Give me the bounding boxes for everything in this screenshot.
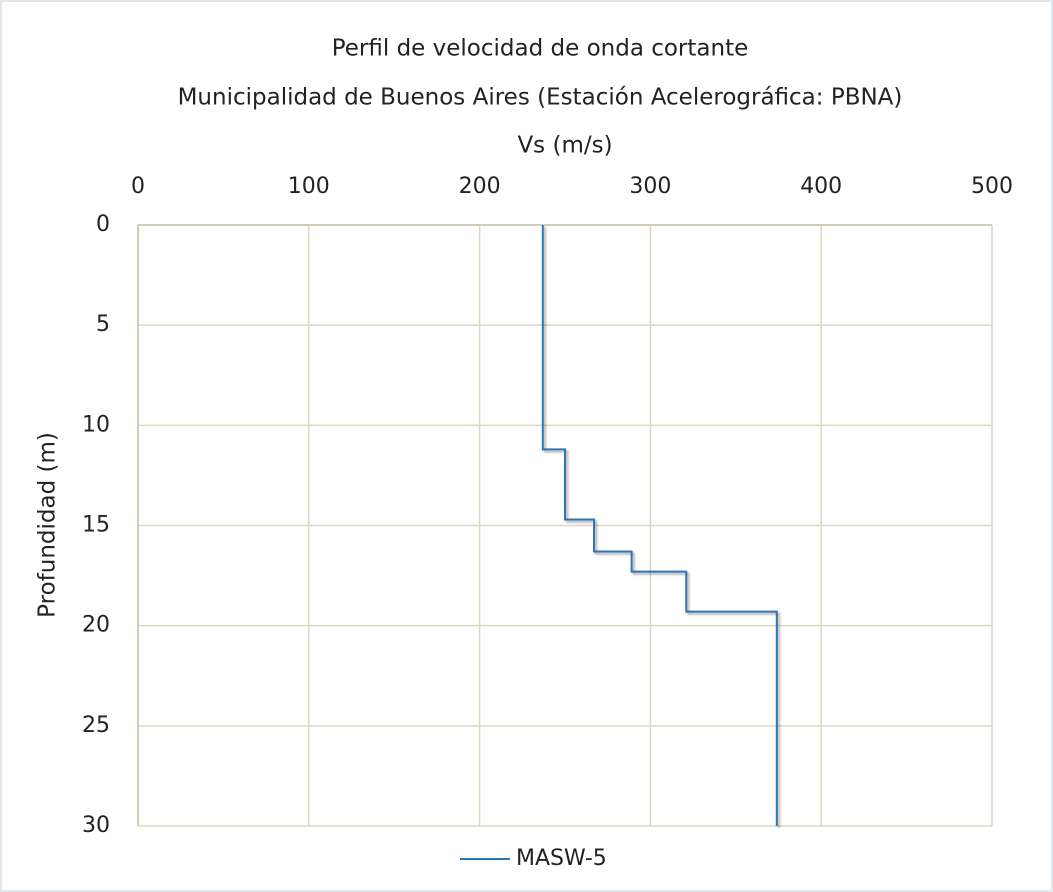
y-tick-label: 20 [82, 613, 110, 638]
x-tick-label: 0 [131, 174, 145, 199]
data-line [541, 225, 778, 826]
x-axis-label: Vs (m/s) [517, 133, 612, 159]
y-tick-label: 30 [82, 813, 110, 838]
x-tick-label: 500 [971, 174, 1013, 199]
x-tick-label: 200 [459, 174, 501, 199]
x-tick-label: 300 [629, 174, 671, 199]
y-tick-label: 15 [82, 513, 110, 538]
chart-title: Perfil de velocidad de onda cortante [332, 36, 749, 62]
y-tick-label: 25 [82, 713, 110, 738]
legend-label: MASW-5 [516, 846, 607, 871]
y-axis-label: Profundidad (m) [35, 432, 61, 618]
x-tick-label: 100 [288, 174, 330, 199]
y-tick-label: 10 [82, 412, 110, 437]
chart-subtitle: Municipalidad de Buenos Aires (Estación … [178, 85, 903, 111]
y-tick-label: 0 [96, 212, 110, 237]
y-tick-label: 5 [96, 312, 110, 337]
x-tick-label: 400 [800, 174, 842, 199]
